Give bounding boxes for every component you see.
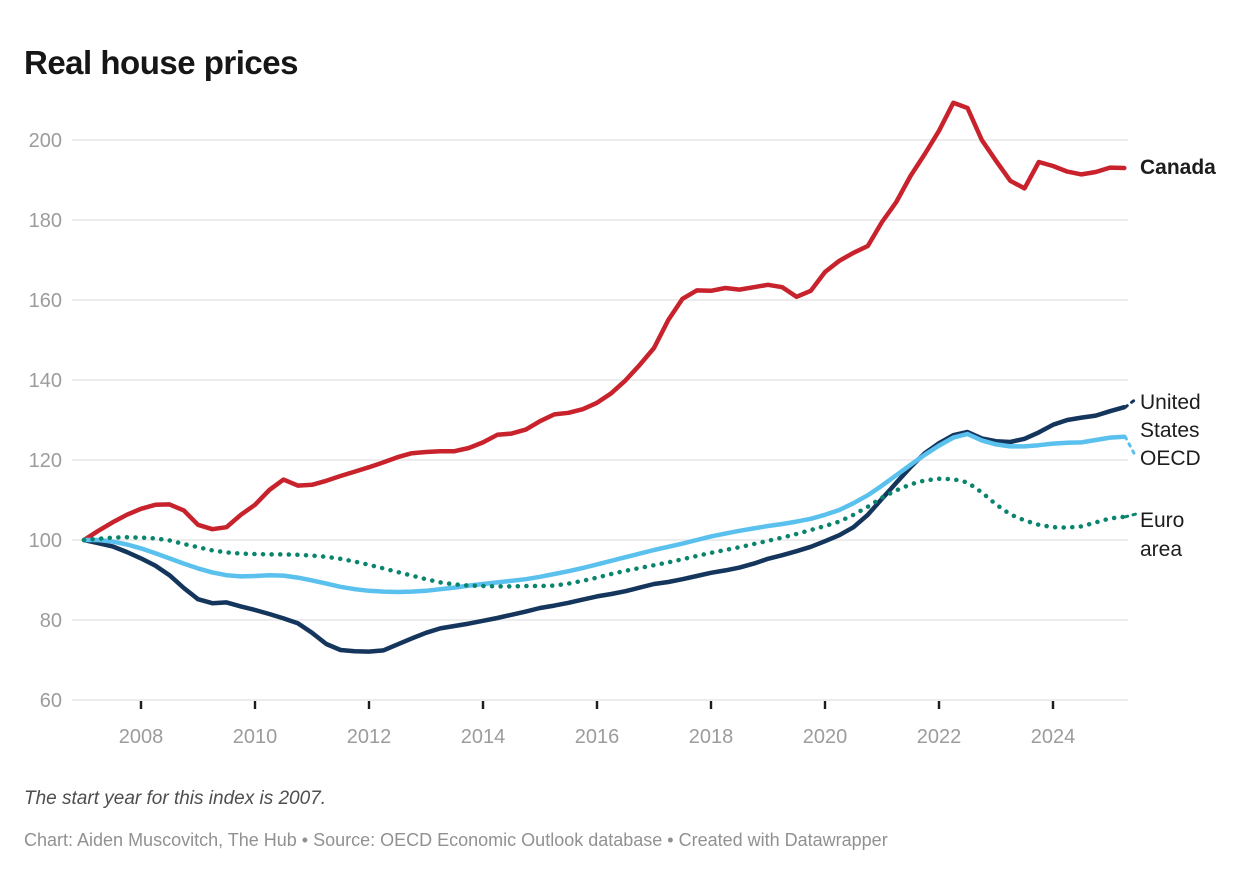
united-states-label-connector [1123,397,1138,409]
series-label-united-states-line1: United [1140,391,1201,414]
y-axis-label-140: 140 [29,370,62,392]
y-axis-label-200: 200 [29,130,62,152]
y-axis-label-60: 60 [40,690,62,712]
x-axis-label-2010: 2010 [233,726,278,748]
series-label-layer: Canada United States OECD Euro area [1140,156,1216,561]
series-layer [81,100,1138,654]
x-axis-label-2012: 2012 [347,726,392,748]
y-axis-label-120: 120 [29,450,62,472]
chart-title: Real house prices [24,44,298,82]
oecd-line [81,431,1127,595]
y-axis-label-180: 180 [29,210,62,232]
x-axis-label-2016: 2016 [575,726,620,748]
canada-line [81,100,1127,543]
x-axis-label-2024: 2024 [1031,726,1076,748]
series-label-euro-area-line1: Euro [1140,509,1184,532]
series-label-euro-area-line2: area [1140,538,1182,561]
series-label-oecd: OECD [1140,447,1201,470]
euro-area-label-connector [1123,512,1138,519]
oecd-label-connector [1123,435,1138,459]
credit-line: Chart: Aiden Muscovitch, The Hub • Sourc… [24,830,888,850]
footnote: The start year for this index is 2007. [24,788,327,809]
x-axis-label-2014: 2014 [461,726,506,748]
x-axis-label-2018: 2018 [689,726,734,748]
series-label-canada: Canada [1140,156,1216,179]
y-axis-label-100: 100 [29,530,62,552]
x-axis-label-2020: 2020 [803,726,848,748]
y-axis-label-160: 160 [29,290,62,312]
euro-area-line [81,476,1127,589]
x-axis-label-2008: 2008 [119,726,164,748]
series-label-united-states-line2: States [1140,419,1200,442]
grid-layer: 60 80 100 120 140 160 180 200 2008 2010 2012 2014 20… [29,130,1128,748]
y-axis-label-80: 80 [40,610,62,632]
united-states-line [81,404,1127,654]
x-axis-label-2022: 2022 [917,726,962,748]
